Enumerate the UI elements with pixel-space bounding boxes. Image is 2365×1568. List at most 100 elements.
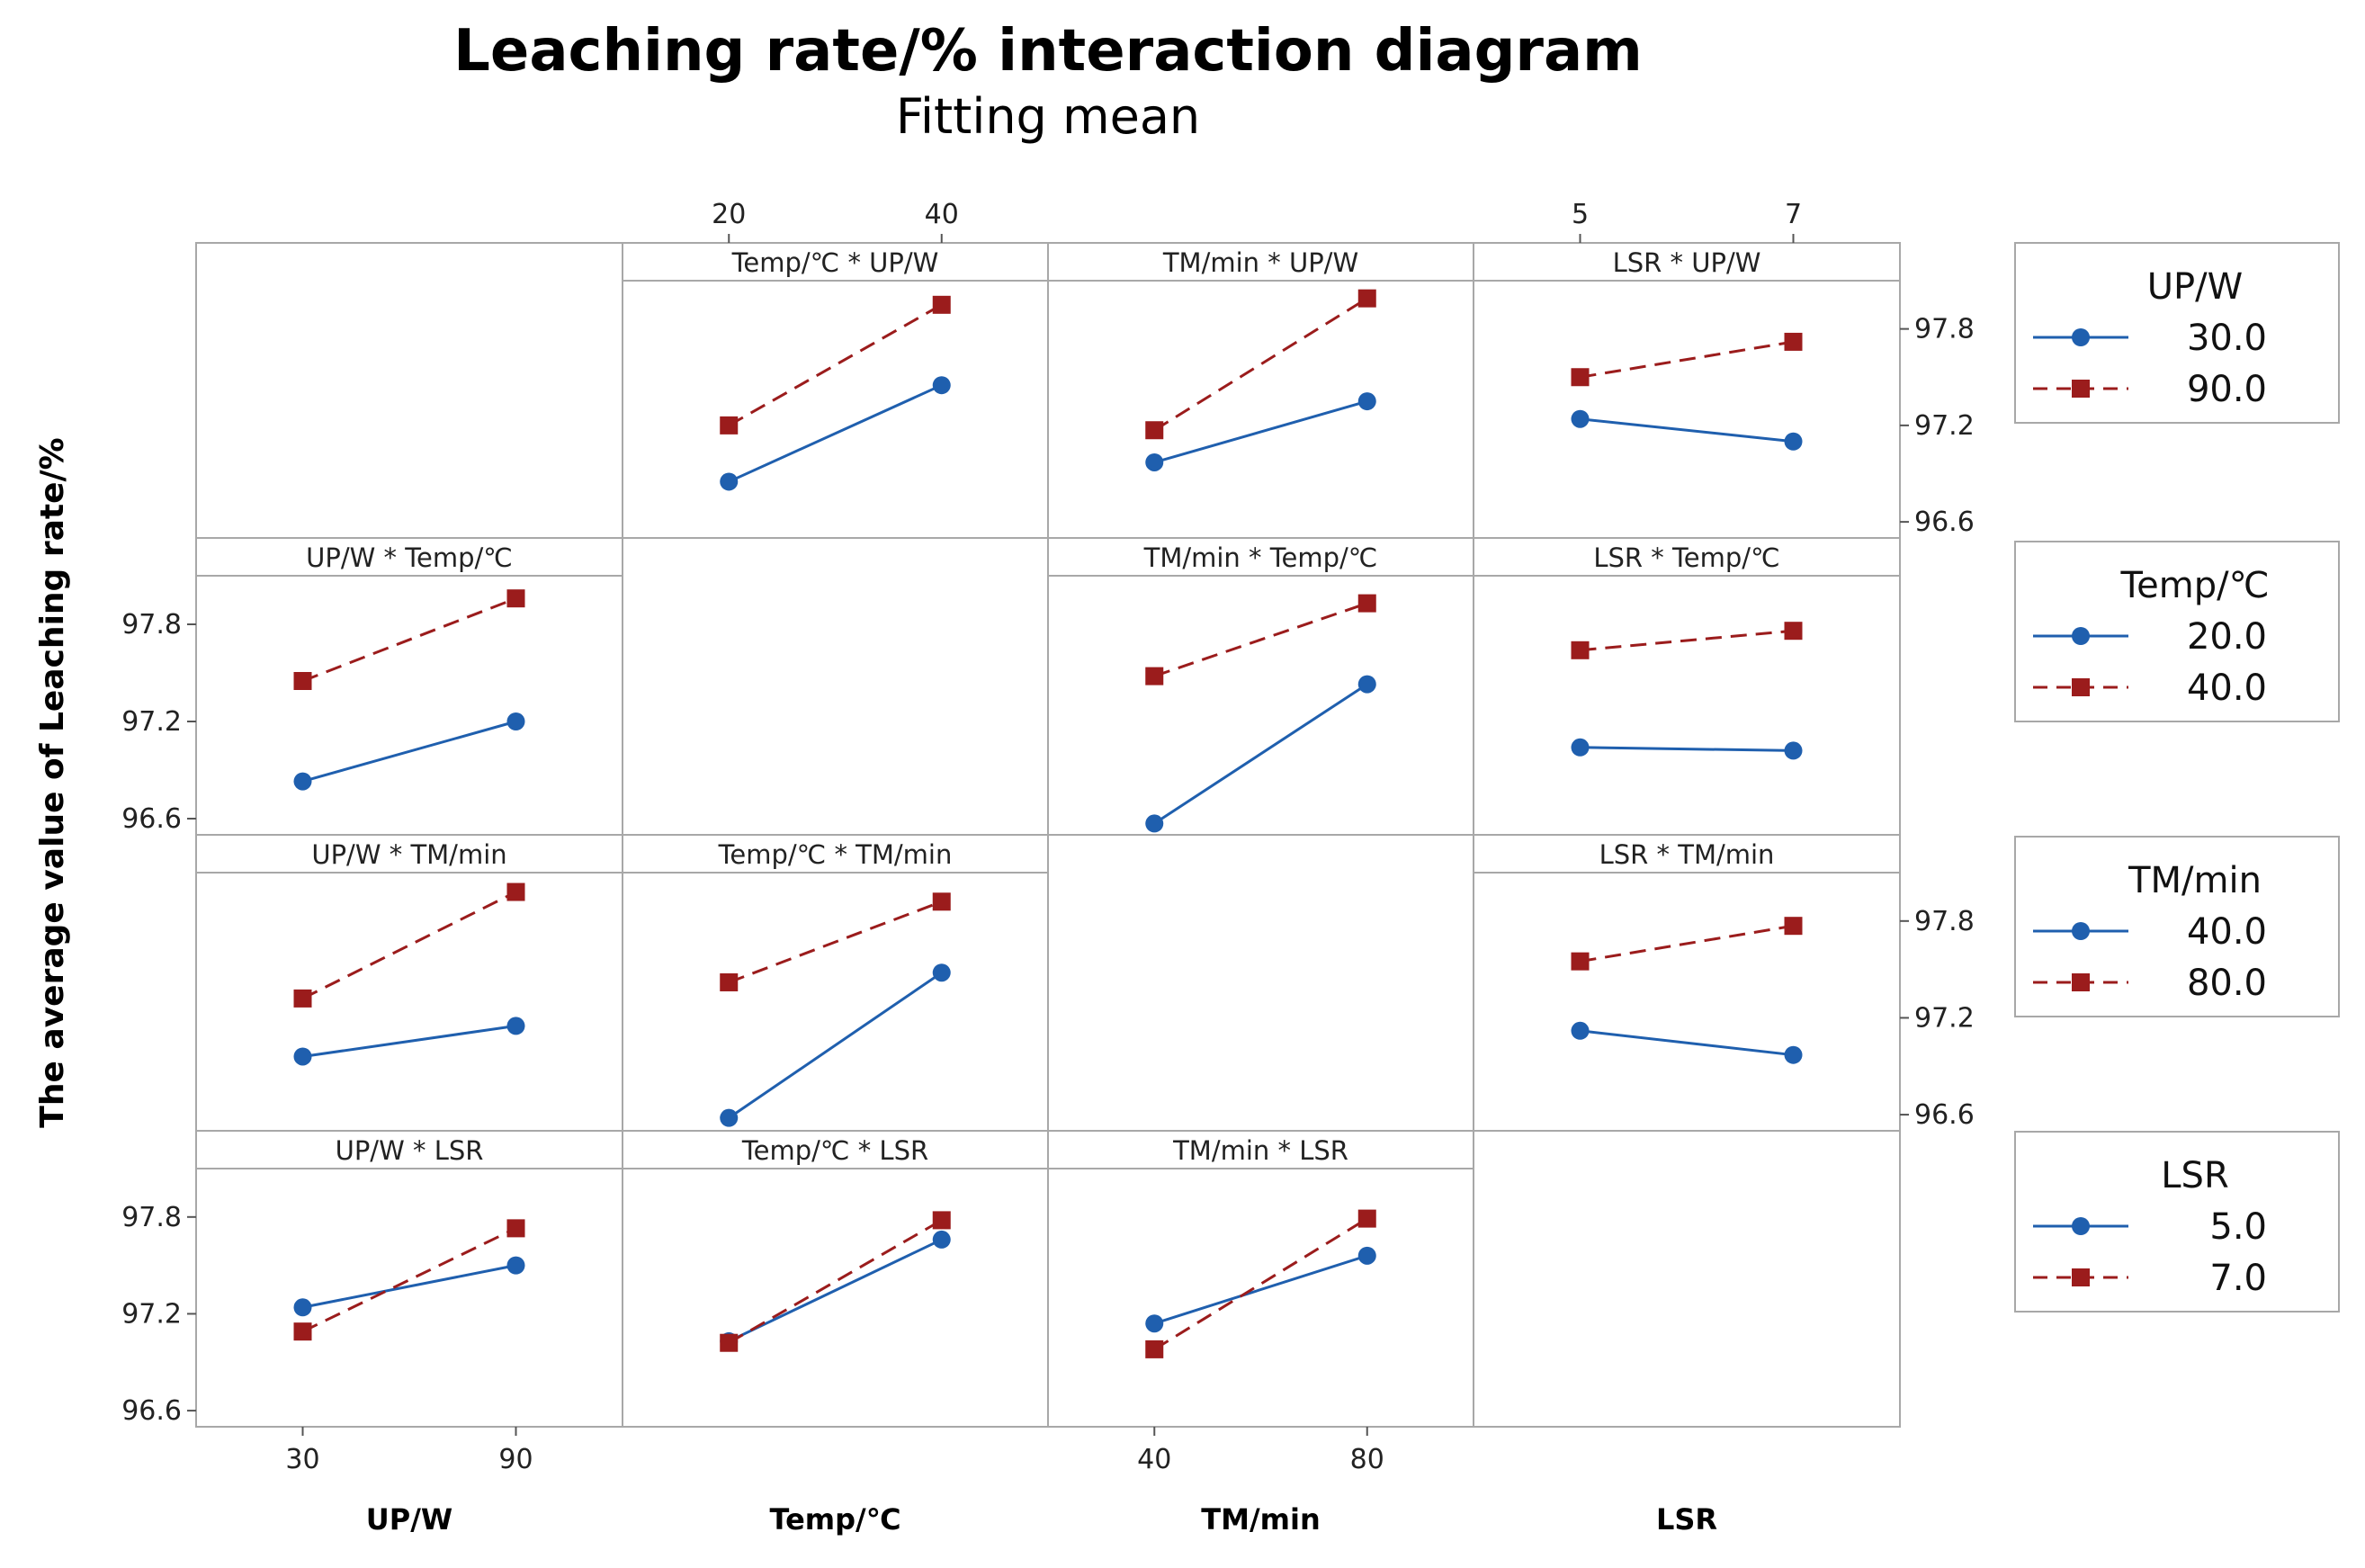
panel-title: UP/W * LSR — [336, 1135, 484, 1166]
x-tick-label: 80 — [1350, 1444, 1384, 1475]
legend-marker-circle — [2072, 627, 2090, 645]
panel-cell — [622, 834, 1049, 1132]
panel-cell — [1047, 242, 1474, 539]
panel-title: UP/W * TM/min — [311, 839, 506, 870]
data-point-square — [1145, 421, 1164, 440]
panel-cell — [195, 537, 623, 836]
data-point-square — [932, 892, 951, 911]
legends: UP/W 30.0 90.0 Temp/℃ 20.0 40.0 TM/min 40.0 80.0… — [2014, 242, 2340, 1313]
panel-cell — [1473, 242, 1901, 539]
legend-marker-circle — [2072, 922, 2090, 940]
series-line — [1580, 340, 1794, 379]
series-line — [1153, 683, 1368, 825]
data-point-circle — [1784, 432, 1803, 451]
legend-marker-square — [2072, 678, 2090, 696]
panel-strip — [195, 1130, 623, 1169]
panel-title: LSR * TM/min — [1599, 839, 1775, 870]
series-line — [1580, 1029, 1794, 1057]
x-tick-label: 40 — [1137, 1444, 1171, 1475]
series-line — [728, 1238, 943, 1343]
series-line — [1153, 297, 1368, 432]
series-line — [301, 1227, 517, 1333]
data-point-circle — [1145, 452, 1164, 471]
panel-strip — [622, 834, 1049, 874]
panel-strip — [622, 1130, 1049, 1169]
legend-value: 40.0 — [2187, 668, 2267, 709]
y-axis-label: The average value of Leaching rate/% — [34, 437, 71, 1127]
panel-cell — [622, 242, 1049, 539]
data-point-circle — [1357, 1246, 1376, 1265]
y-tick-label: 97.8 — [1914, 906, 1975, 937]
legend-value: 5.0 — [2209, 1206, 2267, 1248]
panel-cell — [1047, 537, 1474, 836]
data-point-square — [506, 1219, 525, 1238]
series-line — [1153, 1254, 1368, 1325]
data-point-square — [1571, 368, 1590, 387]
panel-title: LSR * Temp/℃ — [1593, 542, 1779, 573]
legend-box — [2014, 541, 2340, 722]
panel-strip — [1047, 537, 1474, 577]
series-line — [302, 1024, 516, 1058]
data-point-square — [1357, 1209, 1376, 1228]
panel-title: LSR * UP/W — [1613, 247, 1761, 278]
data-point-circle — [293, 772, 312, 791]
legend-title: TM/min — [2128, 860, 2262, 901]
data-point-circle — [293, 1047, 312, 1066]
legend-marker-circle — [2072, 328, 2090, 346]
data-point-square — [1784, 917, 1803, 936]
data-point-square — [293, 1322, 312, 1341]
panel-title: Temp/℃ * LSR — [741, 1135, 928, 1166]
series-line — [1580, 417, 1794, 444]
legend-marker-circle — [2072, 1217, 2090, 1235]
y-tick-label: 97.2 — [121, 1298, 182, 1330]
data-point-square — [506, 589, 525, 608]
data-point-circle — [1784, 741, 1803, 760]
panel-strip — [195, 537, 623, 577]
data-point-circle — [1784, 1045, 1803, 1064]
y-tick-label: 97.2 — [121, 706, 182, 738]
legend-marker-square — [2072, 380, 2090, 398]
x-factor-label: TM/min — [1201, 1502, 1320, 1537]
data-point-square — [1145, 1340, 1164, 1358]
panel-cell — [1473, 537, 1901, 836]
x-factor-label: Temp/℃ — [770, 1502, 901, 1537]
x-tick-label: 40 — [925, 199, 959, 230]
legend-title: UP/W — [2147, 266, 2243, 308]
panel-strip — [1473, 242, 1901, 282]
panel-cell — [622, 1130, 1049, 1428]
data-point-circle — [1145, 1314, 1164, 1333]
data-point-square — [720, 1333, 739, 1352]
data-point-square — [1784, 332, 1803, 351]
data-point-circle — [1571, 409, 1590, 428]
x-tick-label: 20 — [712, 199, 746, 230]
chart-subtitle: Fitting mean — [896, 88, 1200, 145]
panel-cell — [622, 537, 1049, 836]
y-tick-label: 97.8 — [121, 609, 182, 641]
data-point-square — [720, 972, 739, 991]
data-point-circle — [506, 1017, 525, 1035]
panel-cell — [195, 834, 623, 1132]
legend-box — [2014, 836, 2340, 1017]
legend-marker-square — [2072, 973, 2090, 991]
y-tick-label: 97.2 — [1914, 1002, 1975, 1034]
data-point-square — [932, 295, 951, 314]
data-point-square — [932, 1211, 951, 1230]
data-point-circle — [932, 963, 951, 982]
x-factor-label: LSR — [1656, 1502, 1717, 1537]
legend-title: LSR — [2161, 1155, 2228, 1196]
series-line — [1153, 399, 1368, 464]
panel-cell — [195, 1130, 623, 1428]
y-tick-label: 96.6 — [1914, 1099, 1975, 1131]
series-line — [301, 596, 517, 683]
y-tick-label: 97.2 — [1914, 410, 1975, 442]
data-point-square — [1784, 622, 1803, 641]
y-tick-label: 96.6 — [121, 1395, 182, 1427]
data-point-circle — [1571, 738, 1590, 757]
x-tick-label: 7 — [1785, 199, 1802, 230]
panel-title: Temp/℃ * TM/min — [718, 839, 953, 870]
series-line — [1580, 746, 1794, 752]
panel-grid: Temp/℃ * UP/W TM/min * UP/W LSR * UP/W UP/W… — [121, 199, 1975, 1537]
data-point-square — [1571, 641, 1590, 659]
legend-value: 80.0 — [2187, 963, 2267, 1004]
legend-marker-square — [2072, 1268, 2090, 1286]
